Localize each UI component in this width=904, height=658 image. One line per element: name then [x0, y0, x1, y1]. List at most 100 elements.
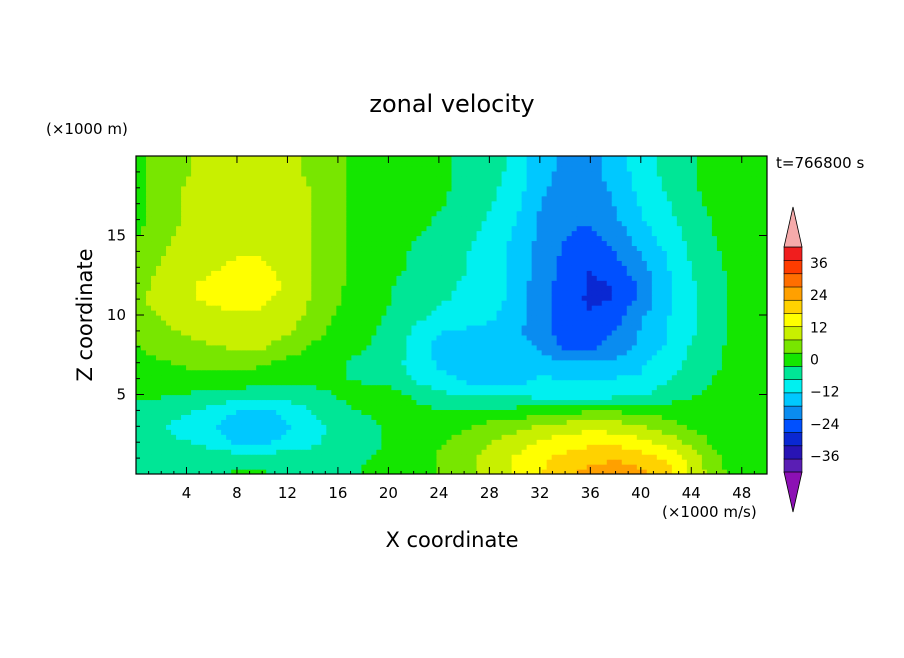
contour-cell	[336, 334, 342, 341]
contour-cell	[571, 379, 578, 386]
contour-cell	[386, 384, 393, 391]
contour-cell	[246, 414, 252, 420]
contour-cell	[251, 379, 257, 386]
contour-cell	[221, 344, 227, 351]
contour-cell	[731, 409, 738, 415]
contour-cell	[221, 374, 227, 381]
contour-cell	[701, 429, 708, 435]
contour-cell	[736, 344, 743, 351]
contour-cell	[331, 339, 337, 346]
contour-cell	[161, 459, 167, 465]
contour-cell	[261, 384, 267, 391]
contour-cell	[531, 419, 538, 425]
contour-cell	[666, 394, 673, 401]
contour-cell	[181, 379, 187, 386]
contour-cell	[181, 310, 187, 316]
contour-cell	[361, 434, 367, 440]
contour-cell	[186, 339, 192, 346]
contour-cell	[201, 329, 207, 336]
contour-cell	[291, 384, 297, 391]
contour-cell	[216, 444, 222, 450]
contour-cell	[306, 369, 312, 376]
contour-cell	[536, 339, 543, 346]
contour-cell	[491, 359, 498, 366]
contour-cell	[191, 409, 197, 415]
contour-cell	[351, 310, 357, 316]
contour-cell	[171, 419, 177, 425]
contour-cell	[221, 379, 227, 386]
contour-cell	[606, 315, 613, 321]
contour-cell	[301, 424, 307, 430]
contour-cell	[386, 419, 393, 425]
contour-cell	[156, 379, 162, 386]
contour-cell	[276, 295, 282, 301]
contour-cell	[666, 359, 673, 366]
contour-cell	[411, 329, 418, 336]
contour-cell	[611, 344, 618, 351]
contour-cell	[486, 404, 493, 411]
contour-cell	[421, 339, 428, 346]
contour-cell	[231, 369, 237, 376]
contour-cell	[231, 354, 237, 361]
contour-cell	[711, 305, 718, 311]
contour-cell	[721, 469, 728, 474]
contour-cell	[431, 369, 438, 376]
contour-cell	[206, 414, 212, 420]
contour-cell	[206, 439, 212, 445]
contour-cell	[561, 354, 568, 361]
contour-cell	[156, 409, 162, 415]
contour-cell	[256, 469, 262, 474]
contour-cell	[491, 389, 498, 396]
contour-cell	[456, 439, 463, 445]
contour-cell	[691, 374, 698, 381]
contour-cell	[281, 459, 287, 465]
contour-cell	[586, 339, 593, 346]
contour-cell	[261, 369, 267, 376]
contour-cell	[141, 389, 147, 396]
contour-cell	[286, 315, 292, 321]
contour-cell	[351, 315, 357, 321]
contour-cell	[171, 394, 177, 401]
contour-cell	[531, 464, 538, 470]
contour-cell	[531, 295, 538, 301]
contour-cell	[451, 339, 458, 346]
contour-cell	[346, 379, 352, 386]
contour-cell	[241, 394, 247, 401]
contour-cell	[421, 329, 428, 336]
contour-cell	[686, 384, 693, 391]
contour-cell	[361, 419, 367, 425]
contour-cell	[146, 324, 152, 331]
contour-cell	[211, 394, 217, 401]
contour-cell	[386, 295, 393, 301]
contour-cell	[751, 339, 758, 346]
contour-cell	[511, 449, 518, 455]
contour-cell	[466, 354, 473, 361]
contour-cell	[191, 374, 197, 381]
contour-cell	[311, 359, 317, 366]
contour-cell	[596, 404, 603, 411]
contour-cell	[426, 275, 433, 281]
contour-cell	[306, 424, 312, 430]
contour-cell	[701, 424, 708, 430]
contour-cell	[671, 344, 678, 351]
contour-cell	[151, 389, 157, 396]
contour-cell	[756, 469, 763, 474]
contour-cell	[576, 429, 583, 435]
contour-cell	[241, 349, 247, 356]
contour-cell	[356, 404, 362, 411]
contour-cell	[281, 300, 287, 306]
contour-cell	[646, 300, 653, 306]
contour-cell	[606, 389, 613, 396]
contour-cell	[311, 444, 317, 450]
contour-cell	[636, 454, 643, 460]
contour-cell	[726, 394, 733, 401]
contour-cell	[641, 315, 648, 321]
contour-cell	[276, 339, 282, 346]
contour-cell	[481, 449, 488, 455]
contour-cell	[246, 419, 252, 425]
contour-cell	[581, 349, 588, 356]
contour-cell	[371, 364, 377, 371]
contour-cell	[346, 349, 352, 356]
contour-cell	[676, 459, 683, 465]
contour-cell	[676, 334, 683, 341]
